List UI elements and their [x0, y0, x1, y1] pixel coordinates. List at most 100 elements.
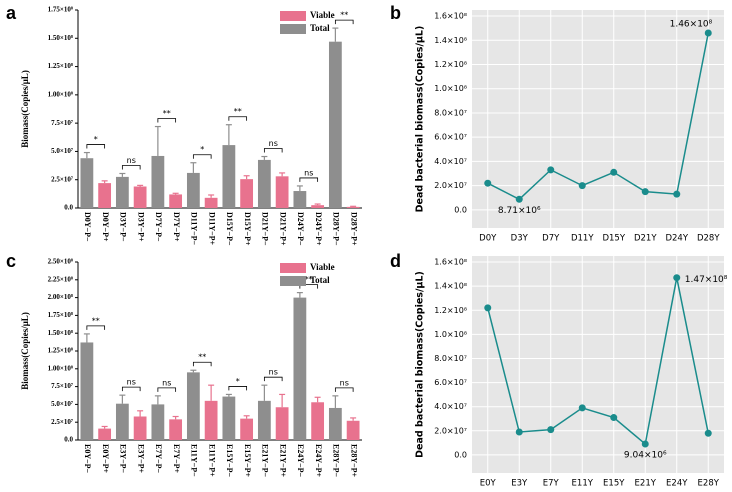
significance-label: ** [234, 107, 242, 116]
y-tick-label: 1.25×10⁸ [48, 347, 73, 355]
x-tick-label: E0Y [480, 479, 497, 489]
bar [240, 418, 254, 440]
bar [346, 206, 360, 208]
y-tick-label: 1.75×10⁸ [48, 6, 73, 14]
significance-label: ** [340, 11, 348, 20]
x-tick-label: D3Y [511, 234, 529, 244]
significance-bracket [86, 144, 106, 149]
point [704, 429, 712, 437]
y-tick-label: 0.0 [64, 204, 73, 212]
y-tick-label: 1.50×10⁸ [48, 34, 73, 42]
line [487, 277, 709, 446]
significance-bracket [228, 386, 248, 391]
y-tick-label: 4.0×10⁷ [434, 402, 467, 411]
x-tick-label: E11Y [572, 479, 594, 489]
legend-label: Total [310, 275, 330, 285]
legend-label: Total [310, 23, 330, 33]
bar [151, 155, 165, 208]
significance-label: ** [92, 316, 100, 325]
x-tick-label: E15Y−P+ [243, 444, 252, 478]
significance-label: * [94, 135, 98, 144]
data-label: 9.04×10⁶ [624, 451, 667, 461]
y-tick-label: 0.0 [454, 450, 467, 459]
significance-label: ns [269, 139, 278, 148]
x-tick-label: D7Y [542, 234, 560, 244]
x-tick-label: D11Y−P+ [207, 212, 216, 246]
x-tick-label: E24Y−P+ [314, 444, 323, 478]
bar [169, 419, 183, 440]
significance-bracket [86, 325, 106, 330]
x-tick-label: D0Y−P+ [101, 212, 110, 242]
legend-swatch [280, 24, 306, 34]
x-tick-label: E3Y−P+ [136, 444, 145, 474]
x-tick-label: D3Y−P− [119, 212, 128, 242]
significance-bracket [121, 165, 141, 170]
y-tick-label: 2.50×10⁸ [48, 258, 73, 266]
point [578, 182, 586, 190]
y-tick-label: 1.25×10⁸ [48, 62, 73, 70]
bar [240, 179, 254, 208]
x-tick-label: E24Y−P− [296, 444, 305, 478]
y-tick-label: 2.25×10⁸ [48, 275, 73, 283]
x-tick-label: D0Y−P− [83, 212, 92, 242]
point [515, 428, 523, 436]
y-axis-label: Biomass(Copies/μL) [20, 312, 30, 390]
y-axis-label: Dead bacterial biomass(Copies/μL) [415, 271, 426, 458]
x-tick-label: D0Y [479, 234, 497, 244]
x-tick-label: E3Y−P− [119, 444, 128, 474]
x-tick-label: D21Y [634, 234, 657, 244]
x-tick-label: D11Y−P− [190, 212, 199, 246]
y-tick-label: 7.5×10⁷ [51, 382, 73, 390]
bar [222, 396, 236, 440]
y-tick-label: 2.5×10⁷ [51, 175, 73, 183]
significance-label: * [236, 377, 240, 386]
x-tick-label: E28Y−P− [332, 444, 341, 478]
legend-swatch [280, 11, 306, 21]
y-tick-label: 1.6×10⁸ [434, 12, 467, 21]
x-tick-label: D11Y [571, 234, 594, 244]
x-tick-label: D28Y−P+ [349, 212, 358, 246]
bar [133, 416, 147, 440]
panel-letter: b [390, 3, 401, 23]
data-label: 8.71×10⁶ [498, 206, 541, 216]
legend-label: Viable [310, 10, 335, 20]
legend-label: Viable [310, 262, 335, 272]
point [547, 166, 555, 174]
y-tick-label: 0.0 [64, 436, 73, 444]
x-tick-label: E21Y−P+ [278, 444, 287, 478]
y-tick-label: 4.0×10⁷ [434, 157, 467, 166]
x-tick-label: D24Y−P− [296, 212, 305, 246]
data-label: 1.46×10⁸ [670, 20, 713, 30]
point [610, 414, 618, 422]
bar [204, 197, 218, 208]
bar [257, 159, 271, 208]
significance-label: ** [163, 109, 171, 118]
significance-bracket [334, 19, 354, 25]
y-tick-label: 1.0×10⁸ [434, 330, 467, 339]
x-tick-label: E0Y−P− [83, 444, 92, 474]
y-tick-label: 1.4×10⁸ [434, 282, 467, 291]
bar [80, 342, 94, 440]
y-tick-label: 1.75×10⁸ [48, 311, 73, 319]
significance-bracket [192, 154, 212, 159]
y-tick-label: 1.2×10⁸ [434, 60, 467, 69]
bar [186, 372, 200, 440]
bar [169, 194, 183, 208]
plot-background [472, 10, 724, 228]
y-tick-label: 6.0×10⁷ [434, 378, 467, 387]
x-tick-label: D15Y−P+ [243, 212, 252, 246]
bar [311, 402, 325, 440]
x-tick-label: D15Y [602, 234, 625, 244]
point [515, 195, 523, 203]
bar [275, 407, 289, 440]
x-tick-label: E7Y [543, 479, 560, 489]
x-tick-label: E3Y [511, 479, 528, 489]
significance-bracket [192, 361, 212, 367]
y-tick-label: 7.5×10⁷ [51, 119, 73, 127]
x-tick-label: E24Y [666, 479, 688, 489]
y-tick-label: 5.0×10⁷ [51, 400, 73, 408]
point [610, 168, 618, 176]
x-tick-label: D24Y [665, 234, 688, 244]
y-tick-label: 6.0×10⁷ [434, 133, 467, 142]
significance-bracket [299, 284, 319, 289]
